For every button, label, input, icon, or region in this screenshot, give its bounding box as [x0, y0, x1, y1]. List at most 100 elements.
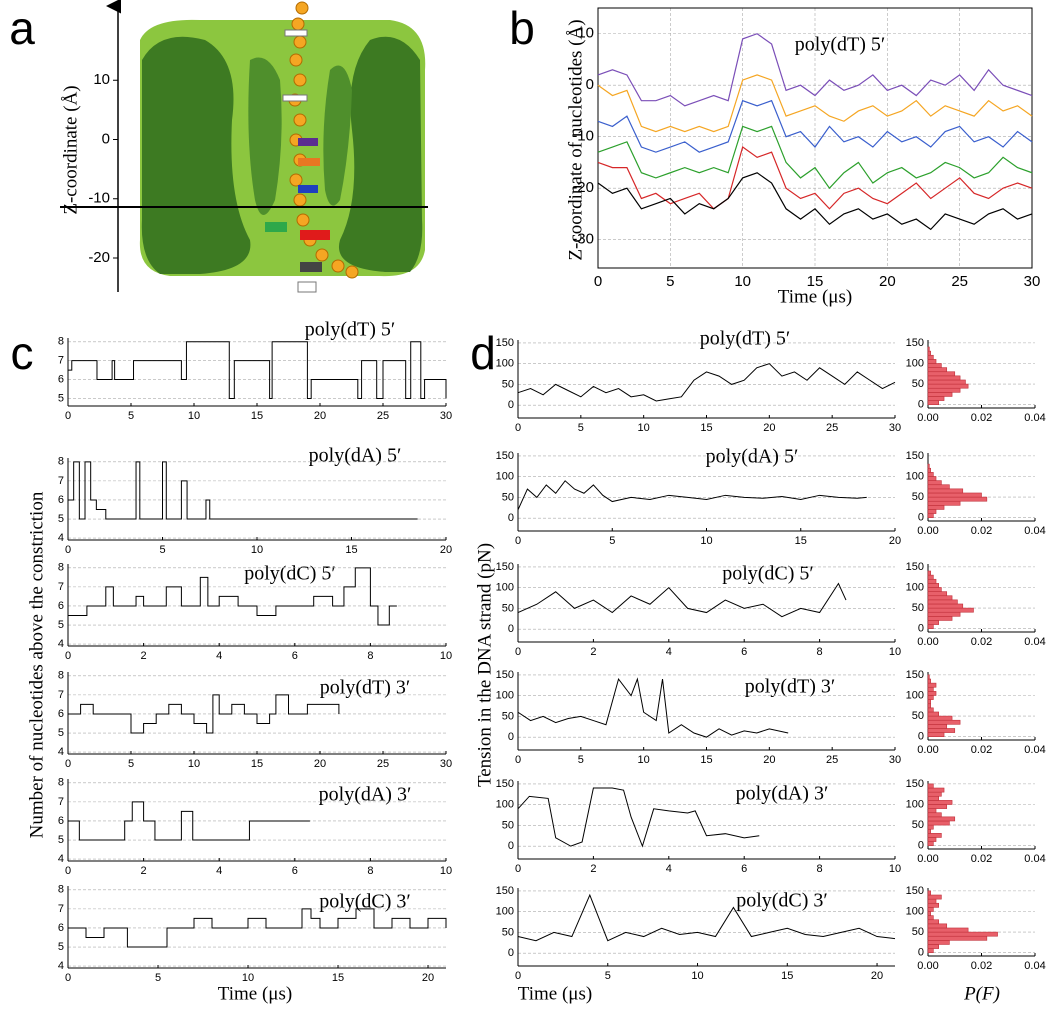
- x-tick-label: 25: [377, 410, 389, 422]
- histogram-bar: [927, 387, 961, 393]
- histogram-bar: [927, 808, 937, 814]
- step-line: [68, 908, 447, 948]
- histogram-bar: [927, 837, 937, 842]
- x-tick-label: 15: [700, 754, 712, 766]
- x-tick-label: 15: [807, 273, 824, 290]
- histogram-bar: [927, 911, 931, 916]
- x-tick-label: 5: [605, 970, 611, 982]
- histogram-bar: [927, 674, 930, 680]
- x-tick-label: 15: [345, 544, 357, 556]
- x-tick-label: 25: [377, 758, 389, 770]
- x-tick-label: 10: [638, 422, 650, 434]
- data-line: [517, 582, 847, 618]
- x-tick-label: 15: [251, 410, 263, 422]
- x-tick-label: 8: [817, 646, 823, 658]
- x-tick-label: 5: [128, 410, 134, 422]
- y-tick-label: -20: [572, 179, 594, 196]
- y-tick-label: 4: [58, 746, 64, 758]
- x-tick-label: 10: [691, 970, 703, 982]
- x-tick-label: 10: [440, 865, 452, 877]
- histogram-bar: [927, 699, 931, 705]
- histogram-bar: [927, 907, 934, 912]
- step-line: [68, 461, 418, 520]
- y-tick-label: 150: [496, 561, 514, 573]
- panel-label: b: [509, 2, 535, 54]
- y-tick-label: 50: [502, 378, 514, 390]
- y-tick-label: 5: [58, 941, 64, 953]
- x-tick-label: 5: [578, 754, 584, 766]
- x-tick-label: 0.00: [917, 412, 938, 424]
- y-tick-label: 10: [93, 71, 110, 88]
- x-tick-label: 6: [741, 863, 747, 875]
- y-tick-label: 8: [58, 456, 64, 468]
- x-tick-label: 8: [367, 865, 373, 877]
- x-tick-label: 0: [515, 863, 521, 875]
- histogram-bar: [927, 791, 942, 797]
- histogram-bar: [927, 695, 934, 700]
- histogram-bar: [927, 719, 961, 725]
- y-tick-label: 150: [906, 885, 924, 897]
- y-tick-label: 7: [58, 796, 64, 808]
- x-tick-label: 0.04: [1024, 525, 1045, 537]
- x-axis-label: Time (μs): [778, 286, 852, 307]
- x-tick-label: 5: [666, 273, 674, 290]
- x-tick-label: 10: [889, 863, 901, 875]
- histogram-bar: [927, 948, 934, 954]
- x-tick-label: 15: [251, 758, 263, 770]
- y-tick-label: 4: [58, 853, 64, 865]
- chart-title: poly(dT) 5′: [305, 319, 395, 341]
- x-tick-label: 0.02: [971, 636, 992, 648]
- y-tick-label: 100: [496, 358, 514, 370]
- y-tick-label: 100: [496, 582, 514, 594]
- data-line: [597, 125, 1033, 190]
- y-tick-label: 100: [906, 689, 924, 701]
- histogram-bar: [927, 396, 945, 401]
- histogram-bar: [927, 603, 964, 609]
- x-tick-label: 4: [666, 863, 672, 875]
- x-tick-label: 20: [763, 754, 775, 766]
- x-tick-label: 0: [515, 422, 521, 434]
- histogram-bar: [927, 682, 937, 688]
- y-tick-label: 150: [906, 778, 924, 790]
- panel-label: d: [470, 327, 496, 379]
- x-tick-label: 10: [889, 646, 901, 658]
- x-tick-label: 30: [1024, 273, 1041, 290]
- y-tick-label: 0: [508, 731, 514, 743]
- histogram-bar: [927, 367, 948, 373]
- x-tick-label: 20: [871, 970, 883, 982]
- x-tick-label: 0: [515, 970, 521, 982]
- histogram-bar: [927, 707, 934, 713]
- x-tick-label: 30: [440, 758, 452, 770]
- data-line: [597, 172, 1033, 231]
- data-line: [517, 363, 896, 402]
- histogram-bar: [927, 833, 942, 838]
- y-tick-label: 50: [912, 926, 924, 938]
- histogram-bar: [927, 400, 939, 406]
- histogram-bar: [927, 500, 961, 506]
- x-tick-label: 15: [781, 970, 793, 982]
- histogram-bar: [927, 944, 939, 949]
- histogram-bar: [927, 711, 939, 717]
- histogram-bar: [927, 463, 930, 469]
- x-tick-label: 5: [578, 422, 584, 434]
- y-tick-label: 8: [58, 884, 64, 896]
- y-tick-label: 8: [58, 777, 64, 789]
- x-tick-label: 30: [889, 422, 901, 434]
- x-tick-label: 10: [251, 544, 263, 556]
- x-tick-label: 10: [188, 410, 200, 422]
- y-tick-label: 150: [496, 778, 514, 790]
- chart-title: poly(dT) 5′: [795, 34, 885, 56]
- y-tick-label: 4: [58, 638, 64, 650]
- histogram-bar: [927, 354, 934, 360]
- x-tick-label: 20: [889, 535, 901, 547]
- histogram-bar: [927, 894, 942, 900]
- x-tick-label: 4: [216, 650, 222, 662]
- x-tick-label: 25: [826, 422, 838, 434]
- x-tick-label: 5: [159, 544, 165, 556]
- histogram-bar: [927, 509, 937, 514]
- y-tick-label: 4: [58, 960, 64, 972]
- chart-title: poly(dT) 3′: [745, 676, 835, 698]
- y-tick-label: 7: [58, 355, 64, 367]
- x-tick-label: 0.02: [971, 853, 992, 865]
- y-tick-label: 0: [102, 130, 110, 147]
